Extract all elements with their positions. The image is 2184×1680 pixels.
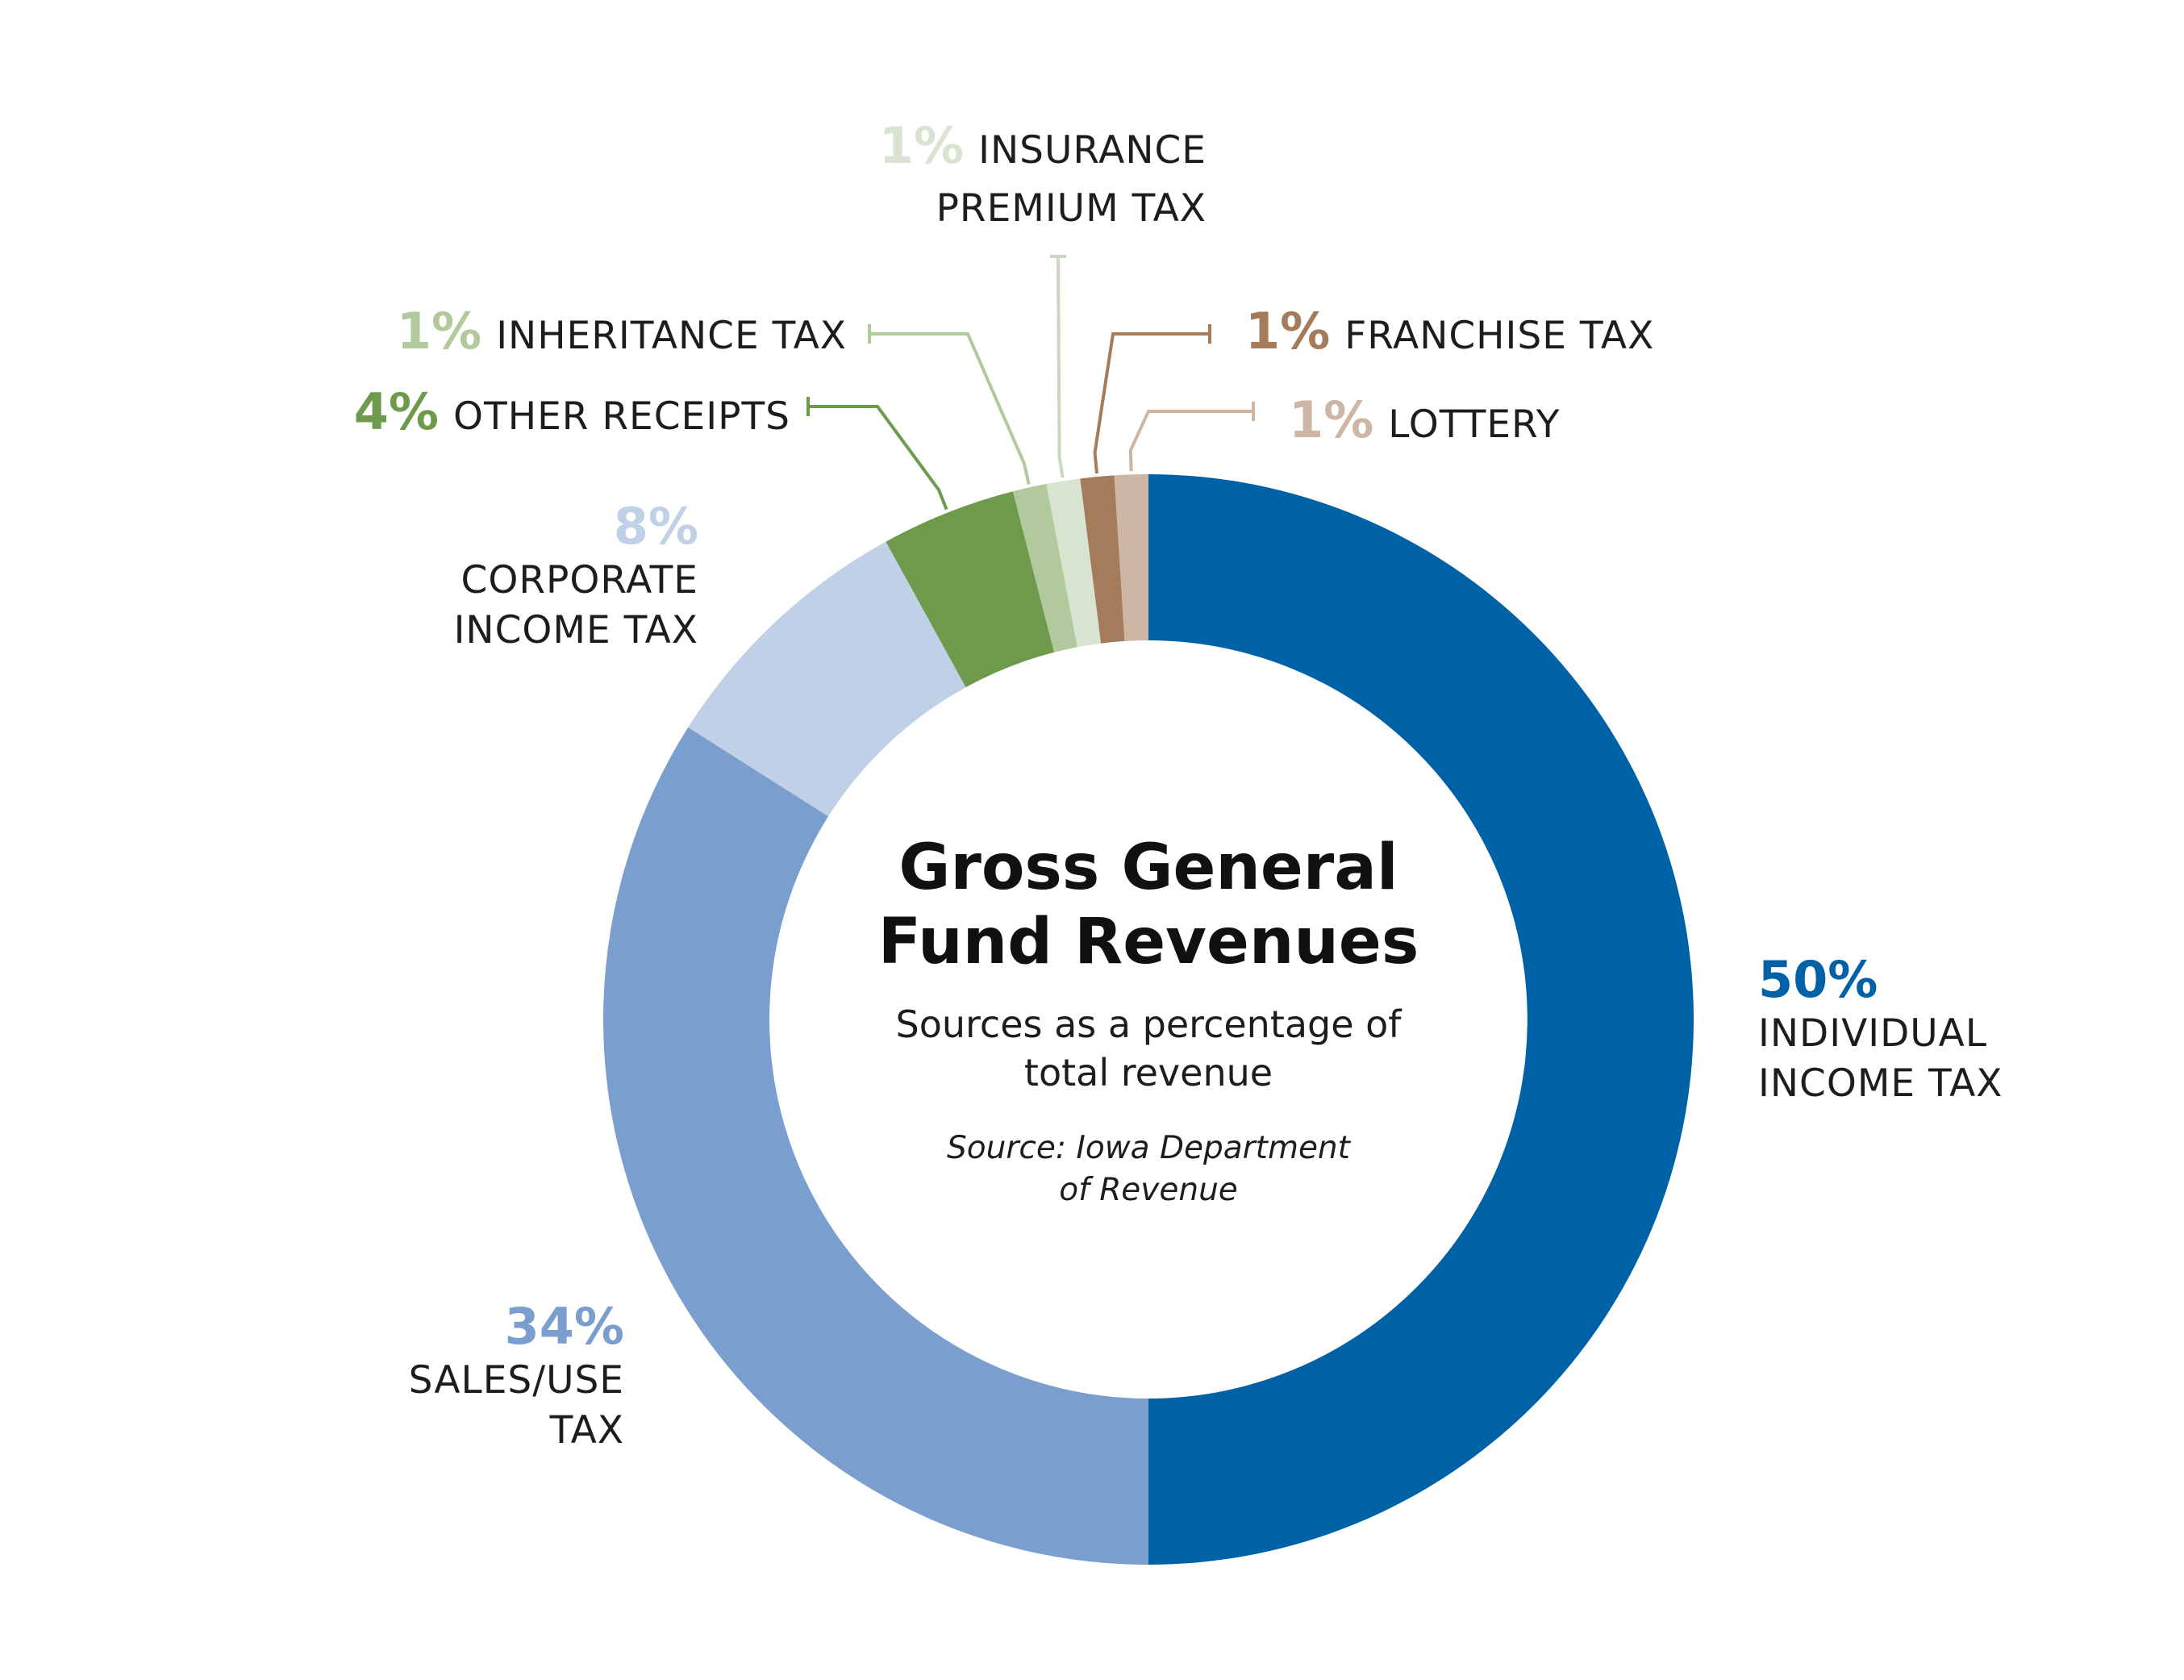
leader-line-other-receipts [808, 405, 948, 511]
label-corporate-income-tax: 8% CORPORATE INCOME TAX [454, 497, 698, 656]
name-label-other-receipts: OTHER RECEIPTS [453, 394, 790, 439]
pct-label-lottery: 1% [1289, 390, 1374, 449]
chart-subtitle: Sources as a percentage of total revenue [810, 1000, 1487, 1097]
leader-line-insurance-premium-tax [1057, 256, 1065, 478]
leader-line-lottery [1128, 410, 1253, 472]
label-lottery: 1% LOTTERY [1289, 390, 1560, 450]
chart-subtitle-line2: total revenue [1023, 1051, 1273, 1094]
slice-lottery [1114, 474, 1148, 641]
slice-individual-income-tax [1148, 474, 1694, 1565]
chart-title: Gross General Fund Revenues [769, 831, 1528, 979]
pct-label-franchise-tax: 1% [1245, 302, 1331, 361]
label-individual-income-tax: 50% INDIVIDUAL INCOME TAX [1758, 950, 2003, 1109]
leader-lines [806, 255, 1255, 511]
chart-subtitle-line1: Sources as a percentage of [895, 1003, 1402, 1046]
chart-title-line2: Fund Revenues [877, 906, 1419, 978]
slice-sales-use-tax [603, 727, 1148, 1565]
slice-corporate-income-tax [688, 541, 966, 817]
donut-slices [603, 474, 1694, 1565]
slice-insurance-premium-tax [1046, 478, 1102, 648]
name-label-inheritance-tax: INHERITANCE TAX [496, 314, 847, 358]
name-label-individual-line2: INCOME TAX [1758, 1061, 2003, 1106]
name-label-insurance-line1: INSURANCE [978, 128, 1207, 173]
name-label-sales-line2: TAX [549, 1408, 624, 1453]
slice-inheritance-tax [1012, 483, 1077, 652]
label-insurance-premium-tax: 1% INSURANCE PREMIUM TAX [879, 121, 1207, 234]
name-label-franchise-tax: FRANCHISE TAX [1344, 314, 1655, 358]
label-franchise-tax: 1% FRANCHISE TAX [1245, 302, 1654, 361]
name-label-lottery: LOTTERY [1388, 402, 1561, 447]
name-label-sales-line1: SALES/USE [408, 1358, 624, 1403]
name-label-insurance-line2: PREMIUM TAX [936, 186, 1207, 231]
pct-label-individual-income-tax: 50% [1758, 950, 1878, 1009]
label-inheritance-tax: 1% INHERITANCE TAX [397, 302, 847, 361]
slice-franchise-tax [1080, 475, 1125, 644]
label-sales-use-tax: 34% SALES/USE TAX [409, 1297, 624, 1456]
slice-other-receipts [886, 491, 1055, 688]
leader-line-franchise-tax [1093, 332, 1210, 474]
name-label-individual-line1: INDIVIDUAL [1758, 1011, 1988, 1056]
pct-label-sales-use-tax: 34% [504, 1297, 624, 1356]
chart-source-line2: of Revenue [1059, 1172, 1238, 1208]
pct-label-insurance-premium-tax: 1% [878, 116, 965, 175]
pct-label-inheritance-tax: 1% [396, 302, 482, 361]
name-label-corporate-line1: CORPORATE [461, 558, 698, 602]
chart-source-note: Source: Iowa Department of Revenue [850, 1128, 1447, 1211]
chart-title-line1: Gross General [898, 832, 1398, 904]
pct-label-other-receipts: 4% [353, 382, 440, 441]
label-other-receipts: 4% OTHER RECEIPTS [354, 382, 790, 442]
chart-source-line1: Source: Iowa Department [947, 1130, 1350, 1166]
name-label-corporate-line2: INCOME TAX [453, 608, 698, 652]
pct-label-corporate-income-tax: 8% [613, 497, 698, 556]
leader-line-inheritance-tax [869, 332, 1031, 485]
